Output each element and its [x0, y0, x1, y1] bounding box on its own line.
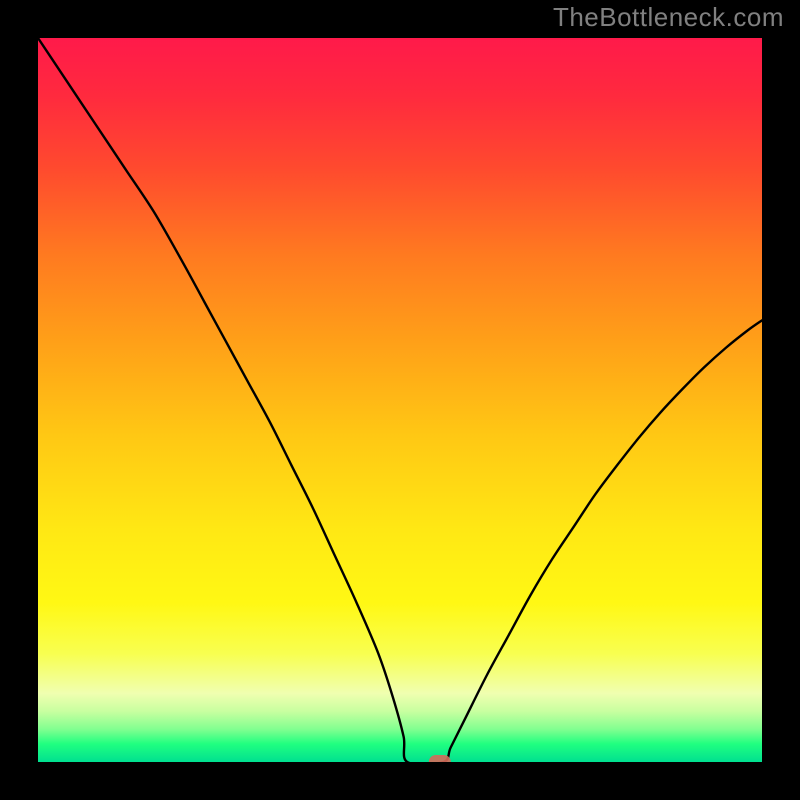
watermark-text: TheBottleneck.com — [553, 2, 784, 33]
plot-background-gradient — [38, 38, 762, 762]
bottleneck-chart — [0, 0, 800, 800]
chart-container: TheBottleneck.com — [0, 0, 800, 800]
